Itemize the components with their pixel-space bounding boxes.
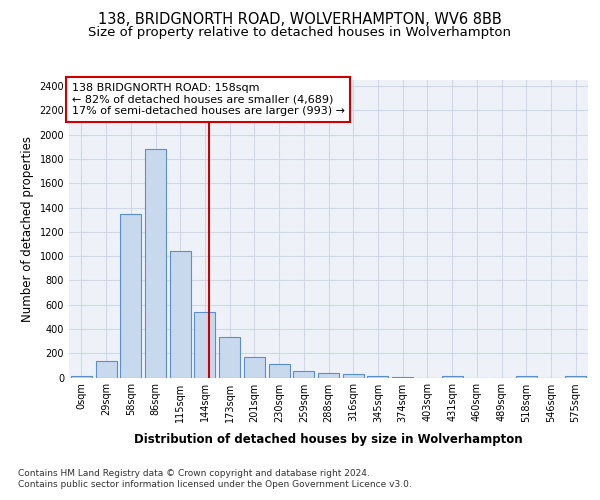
Bar [293, 371, 314, 378]
Text: Distribution of detached houses by size in Wolverhampton: Distribution of detached houses by size … [134, 432, 523, 446]
Text: 138, BRIDGNORTH ROAD, WOLVERHAMPTON, WV6 8BB: 138, BRIDGNORTH ROAD, WOLVERHAMPTON, WV6… [98, 12, 502, 28]
Bar [145, 149, 166, 378]
Bar [120, 214, 141, 378]
Y-axis label: Number of detached properties: Number of detached properties [21, 136, 34, 322]
Text: Contains HM Land Registry data © Crown copyright and database right 2024.: Contains HM Land Registry data © Crown c… [18, 469, 370, 478]
Bar [516, 376, 537, 378]
Bar [318, 373, 339, 378]
Bar [244, 357, 265, 378]
Bar [367, 376, 388, 378]
Bar [343, 374, 364, 378]
Bar [95, 361, 116, 378]
Bar [565, 376, 586, 378]
Text: Contains public sector information licensed under the Open Government Licence v3: Contains public sector information licen… [18, 480, 412, 489]
Bar [71, 376, 92, 378]
Bar [269, 364, 290, 378]
Bar [194, 312, 215, 378]
Bar [170, 251, 191, 378]
Bar [442, 376, 463, 378]
Text: 138 BRIDGNORTH ROAD: 158sqm
← 82% of detached houses are smaller (4,689)
17% of : 138 BRIDGNORTH ROAD: 158sqm ← 82% of det… [71, 83, 344, 116]
Bar [219, 338, 240, 378]
Bar [392, 377, 413, 378]
Text: Size of property relative to detached houses in Wolverhampton: Size of property relative to detached ho… [89, 26, 511, 39]
